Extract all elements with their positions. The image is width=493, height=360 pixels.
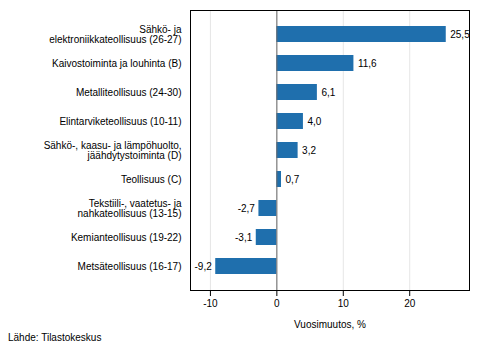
svg-text:Kemianteollisuus (19-22): Kemianteollisuus (19-22): [71, 232, 182, 243]
svg-text:-9,2: -9,2: [195, 261, 213, 272]
svg-text:3,2: 3,2: [302, 145, 316, 156]
svg-text:Elintarviketeollisuus (10-11): Elintarviketeollisuus (10-11): [59, 116, 181, 127]
svg-text:Kaivostoiminta ja louhinta (B): Kaivostoiminta ja louhinta (B): [52, 58, 182, 69]
svg-text:Sähkö- jaelektroniikkateollisu: Sähkö- jaelektroniikkateollisuus (26-27): [49, 24, 182, 45]
svg-text:0: 0: [274, 298, 280, 309]
svg-text:Metsäteollisuus (16-17): Metsäteollisuus (16-17): [78, 261, 182, 272]
svg-text:Tekstiili-, vaatetus- janahkat: Tekstiili-, vaatetus- janahkateollisuus …: [78, 198, 182, 219]
svg-text:-2,7: -2,7: [238, 203, 256, 214]
svg-text:Vuosimuutos, %: Vuosimuutos, %: [294, 319, 366, 330]
svg-text:10: 10: [338, 298, 350, 309]
svg-text:-10: -10: [203, 298, 218, 309]
svg-text:25,5: 25,5: [450, 29, 470, 40]
svg-text:6,1: 6,1: [321, 87, 335, 98]
svg-text:Metalliteollisuus (24-30): Metalliteollisuus (24-30): [76, 87, 182, 98]
svg-text:Sähkö-, kaasu- ja lämpöhuolto,: Sähkö-, kaasu- ja lämpöhuolto,jäähdytyst…: [44, 140, 182, 161]
svg-text:Teollisuus (C): Teollisuus (C): [121, 174, 182, 185]
svg-text:11,6: 11,6: [358, 58, 377, 69]
svg-text:-3,1: -3,1: [235, 232, 253, 243]
svg-text:20: 20: [404, 298, 416, 309]
svg-text:4,0: 4,0: [307, 116, 321, 127]
html-text:Lähde: Tilastokeskus: Lähde: Tilastokeskus: [8, 332, 102, 343]
svg-text:0,7: 0,7: [286, 174, 300, 185]
